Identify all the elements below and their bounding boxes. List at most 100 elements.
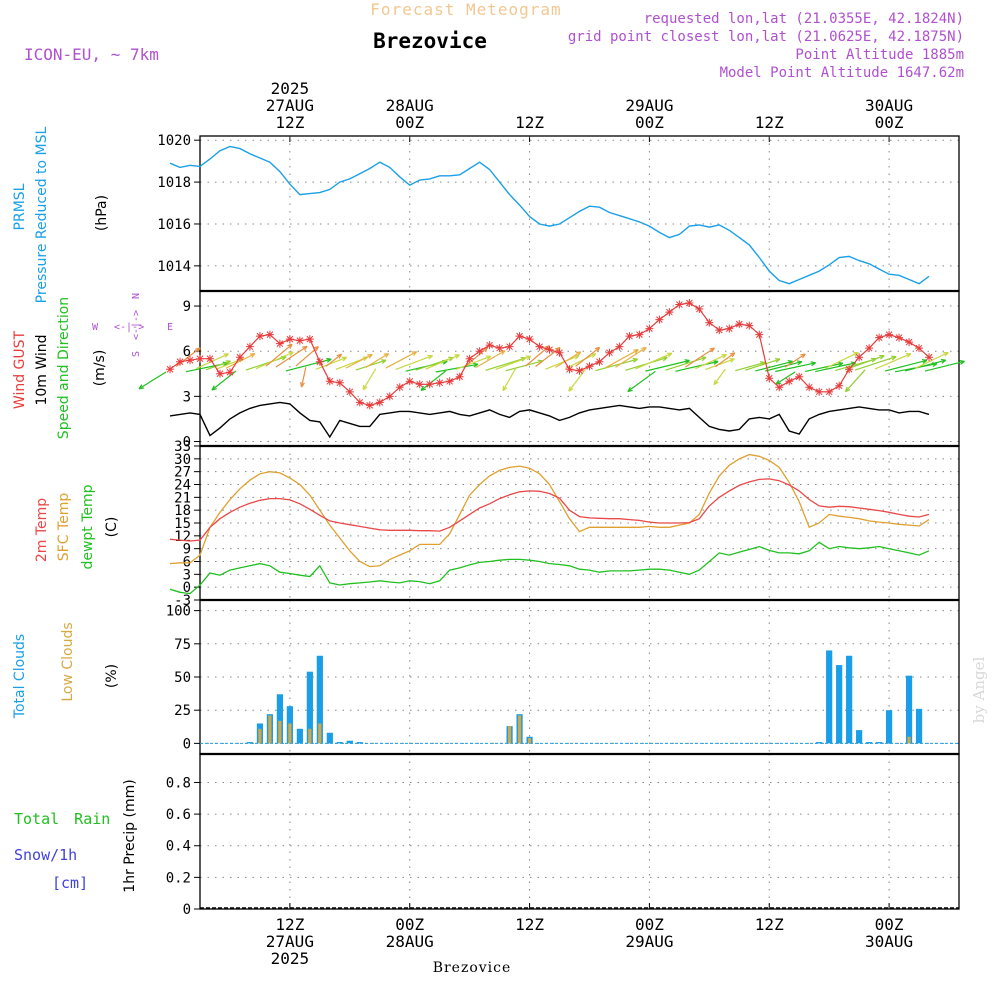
gust-marker [555, 348, 564, 357]
y-tick-label: 0 [183, 580, 191, 596]
wind-arrow [665, 356, 707, 371]
wind-arrow [784, 353, 806, 368]
total-clouds-label: Total Clouds [12, 634, 28, 719]
wind-arrow [525, 345, 550, 367]
total-cloud-bar [306, 671, 313, 744]
wind-arrow [362, 368, 377, 391]
requested-coords: requested lon,lat (21.0355E, 42.1824N) [644, 11, 964, 27]
wind-arrow-head [568, 386, 574, 392]
gust-marker [815, 387, 824, 396]
wind-arrow-head [380, 359, 387, 364]
gust-marker [365, 401, 374, 410]
model-altitude: Model Point Altitude 1647.62m [720, 65, 964, 81]
gust-marker [315, 357, 324, 366]
wind-arrow [255, 351, 294, 370]
wind-arrow [275, 345, 308, 368]
low-cloud-bar [517, 715, 522, 744]
bottom-time-label: 12Z [515, 915, 544, 934]
total-cloud-bar [316, 655, 323, 744]
temp-2m-line [169, 478, 930, 542]
total-cloud-bar [356, 742, 363, 744]
wind-arrow-head [225, 360, 231, 365]
total-cloud-bar [915, 708, 923, 744]
gust-marker [515, 332, 524, 341]
wind-arrow-head [287, 343, 293, 350]
clouds-unit: (%) [104, 664, 120, 688]
wind-arrow [485, 357, 526, 371]
wind-arrow-head [729, 358, 735, 363]
total-cloud-bar [276, 694, 283, 744]
wind-arrow-head [575, 351, 582, 357]
gust-marker [196, 354, 204, 363]
gust-marker [635, 330, 644, 339]
wind-arrow [502, 368, 517, 391]
gust-marker [176, 357, 185, 366]
total-cloud-bar [836, 665, 843, 744]
compass-w: W [92, 322, 99, 333]
wind-arrow-head [905, 353, 912, 358]
gust-marker [465, 354, 474, 363]
wind-arrow-head [427, 354, 433, 360]
top-time-label: 12Z [515, 113, 544, 132]
y-tick-label: 1018 [157, 175, 191, 191]
wind-arrow-head [810, 361, 816, 367]
y-tick-label: 15 [174, 516, 191, 532]
bottom-time-label: 29AUG [625, 932, 673, 951]
wind-arrow [845, 369, 866, 393]
gust-marker [255, 332, 264, 341]
wind-arrow [575, 346, 601, 367]
bottom-time-label: 00Z [635, 915, 664, 934]
wind-arrow [465, 347, 488, 367]
wind-arrow [435, 363, 479, 373]
wind-arrow-head [362, 384, 368, 391]
gust-marker [405, 377, 414, 386]
low-cloud-bar [318, 723, 322, 744]
wind-unit: (m/s) [92, 350, 108, 387]
gust-marker [605, 348, 614, 357]
wind-arrow [385, 351, 417, 369]
gust-marker [305, 335, 314, 344]
gust-marker [335, 378, 344, 387]
gust-marker [835, 381, 844, 390]
wind-direction-arrows [138, 343, 965, 393]
snow-unit: [cm] [52, 874, 88, 892]
wind-arrow [395, 355, 433, 371]
y-tick-label: 21 [174, 490, 191, 506]
gust-marker [545, 345, 554, 354]
low-cloud-bar [527, 738, 532, 744]
wind-arrow [568, 368, 586, 392]
wind-arrow-head [627, 386, 633, 393]
y-tick-label: 27 [174, 465, 191, 481]
wind-arrow-head [367, 353, 373, 359]
grid-lines [200, 136, 959, 910]
gust-marker [525, 335, 534, 344]
gust-marker [915, 344, 924, 353]
gust-marker [265, 330, 274, 339]
temp-unit: (C) [104, 517, 120, 538]
top-time-label: 27AUG [266, 96, 314, 115]
wind-arrow [824, 351, 859, 369]
precip-panel: 0 0.2 0.4 0.6 0.8 Total Rain Snow/1h [cm] 1h… [14, 775, 200, 918]
wind-arrow [904, 359, 946, 372]
y-tick-label: 0.4 [166, 839, 191, 855]
wind-arrow [425, 354, 460, 370]
wind-arrow [735, 361, 766, 372]
wind-arrow [205, 360, 231, 371]
wind-arrow-head [796, 360, 803, 366]
gust-marker [705, 318, 714, 327]
gust-marker [725, 324, 734, 333]
wind-arrow-head [891, 355, 897, 361]
gust-marker [805, 383, 814, 392]
wind-arrow [555, 351, 582, 368]
gust-marker [166, 365, 175, 374]
wind-arrow [615, 347, 647, 368]
gust-marker [775, 383, 784, 392]
y-tick-label: 0.8 [166, 775, 191, 791]
wind-arrow-head [721, 353, 727, 359]
y-tick-label: 30 [174, 452, 191, 468]
wind-arrow [635, 352, 673, 370]
total-cloud-bar [846, 655, 853, 744]
panel-frame [199, 753, 960, 910]
